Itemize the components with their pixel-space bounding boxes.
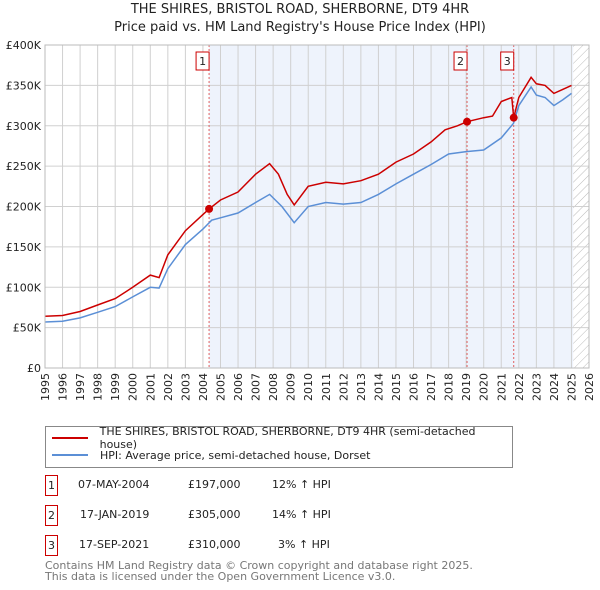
y-tick-label: £50K <box>13 322 42 335</box>
legend-label: THE SHIRES, BRISTOL ROAD, SHERBORNE, DT9… <box>99 425 476 451</box>
sale-row: 1 07-MAY-2004 £197,000 12% ↑ HPI <box>45 475 545 496</box>
x-tick-label: 2026 <box>583 373 596 401</box>
x-tick-label: 1997 <box>74 373 87 401</box>
legend-swatch <box>52 437 88 439</box>
sale-hpi: 3% ↑ HPI <box>278 538 330 551</box>
x-tick-label: 2016 <box>408 373 421 401</box>
y-tick-label: £400K <box>6 39 42 52</box>
plot-border <box>44 44 590 369</box>
x-tick-label: 2019 <box>460 373 473 401</box>
footer-line: This data is licensed under the Open Gov… <box>45 570 396 583</box>
sale-point <box>463 117 472 126</box>
sale-marker: 3 <box>45 535 58 556</box>
x-tick-label: 1995 <box>39 373 52 401</box>
legend-item-hpi: HPI: Average price, semi-detached house,… <box>52 448 370 462</box>
x-tick-label: 2000 <box>127 373 140 401</box>
x-tick-label: 2015 <box>390 373 403 401</box>
x-tick-label: 2011 <box>320 373 333 401</box>
sale-marker-box <box>195 51 210 71</box>
sale-marker-label: 3 <box>504 55 511 68</box>
sale-marker: 2 <box>45 505 58 526</box>
x-tick-label: 2007 <box>250 373 263 401</box>
x-tick-label: 2020 <box>478 373 491 401</box>
sale-price: £305,000 <box>188 508 241 521</box>
sale-date: 17-JAN-2019 <box>80 508 150 521</box>
legend-item-property: THE SHIRES, BRISTOL ROAD, SHERBORNE, DT9… <box>52 425 512 451</box>
y-tick-label: £150K <box>6 241 42 254</box>
x-tick-label: 1996 <box>57 373 70 401</box>
sale-date: 17-SEP-2021 <box>79 538 150 551</box>
x-tick-label: 2012 <box>337 373 350 401</box>
x-tick-label: 2009 <box>285 373 298 401</box>
x-tick-label: 2021 <box>495 373 508 401</box>
footer-line: Contains HM Land Registry data © Crown c… <box>45 559 473 572</box>
x-tick-label: 2017 <box>425 373 438 401</box>
x-tick-label: 2025 <box>565 373 578 401</box>
sale-point <box>205 204 214 213</box>
footer: Contains HM Land Registry data © Crown c… <box>45 560 473 582</box>
sale-row: 2 17-JAN-2019 £305,000 14% ↑ HPI <box>45 505 545 526</box>
x-tick-label: 1999 <box>109 373 122 401</box>
x-tick-label: 2010 <box>302 373 315 401</box>
plot-area: 1995 1996 1997 1998 1999 2000 2001 2002 2003 2004… <box>6 39 596 401</box>
legend: THE SHIRES, BRISTOL ROAD, SHERBORNE, DT9… <box>45 425 513 468</box>
x-tick-label: 1998 <box>92 373 105 401</box>
sale-hpi: 12% ↑ HPI <box>272 478 331 491</box>
hpi-line <box>44 85 572 323</box>
x-tick-label: 2023 <box>530 373 543 401</box>
y-tick-label: £300K <box>6 120 42 133</box>
sale-marker-label: 2 <box>457 55 464 68</box>
sale-hpi: 14% ↑ HPI <box>272 508 331 521</box>
y-tick-label: £250K <box>6 160 42 173</box>
x-tick-label: 2024 <box>548 373 561 401</box>
x-tick-label: 2001 <box>144 373 157 401</box>
x-tick-label: 2008 <box>267 373 280 401</box>
x-tick-label: 2005 <box>214 373 227 401</box>
legend-swatch <box>52 454 88 456</box>
y-tick-label: £200K <box>6 201 42 214</box>
sale-marker-box <box>453 51 468 71</box>
sale-marker-label: 1 <box>199 55 206 68</box>
sale-point <box>509 113 518 122</box>
y-tick-label: £350K <box>6 79 42 92</box>
x-tick-label: 2006 <box>232 373 245 401</box>
sale-price: £310,000 <box>188 538 241 551</box>
x-tick-label: 2022 <box>513 373 526 401</box>
y-tick-label: £100K <box>6 281 42 294</box>
x-tick-label: 2013 <box>355 373 368 401</box>
y-tick-label: £0 <box>27 362 41 375</box>
x-tick-label: 2002 <box>162 373 175 401</box>
x-tick-label: 2018 <box>443 373 456 401</box>
chart-title: THE SHIRES, BRISTOL ROAD, SHERBORNE, DT9… <box>130 2 470 17</box>
legend-label: HPI: Average price, semi-detached house,… <box>100 448 371 462</box>
x-tick-label: 2003 <box>179 373 192 401</box>
x-tick-label: 2014 <box>372 373 385 401</box>
chart-subtitle: Price paid vs. HM Land Registry's House … <box>114 20 486 35</box>
sale-price: £197,000 <box>188 478 241 491</box>
sale-marker-box <box>500 51 515 71</box>
sale-date: 07-MAY-2004 <box>78 478 150 491</box>
sale-marker: 1 <box>45 475 58 496</box>
x-tick-label: 2004 <box>197 373 210 401</box>
sale-row: 3 17-SEP-2021 £310,000 3% ↑ HPI <box>45 535 545 556</box>
